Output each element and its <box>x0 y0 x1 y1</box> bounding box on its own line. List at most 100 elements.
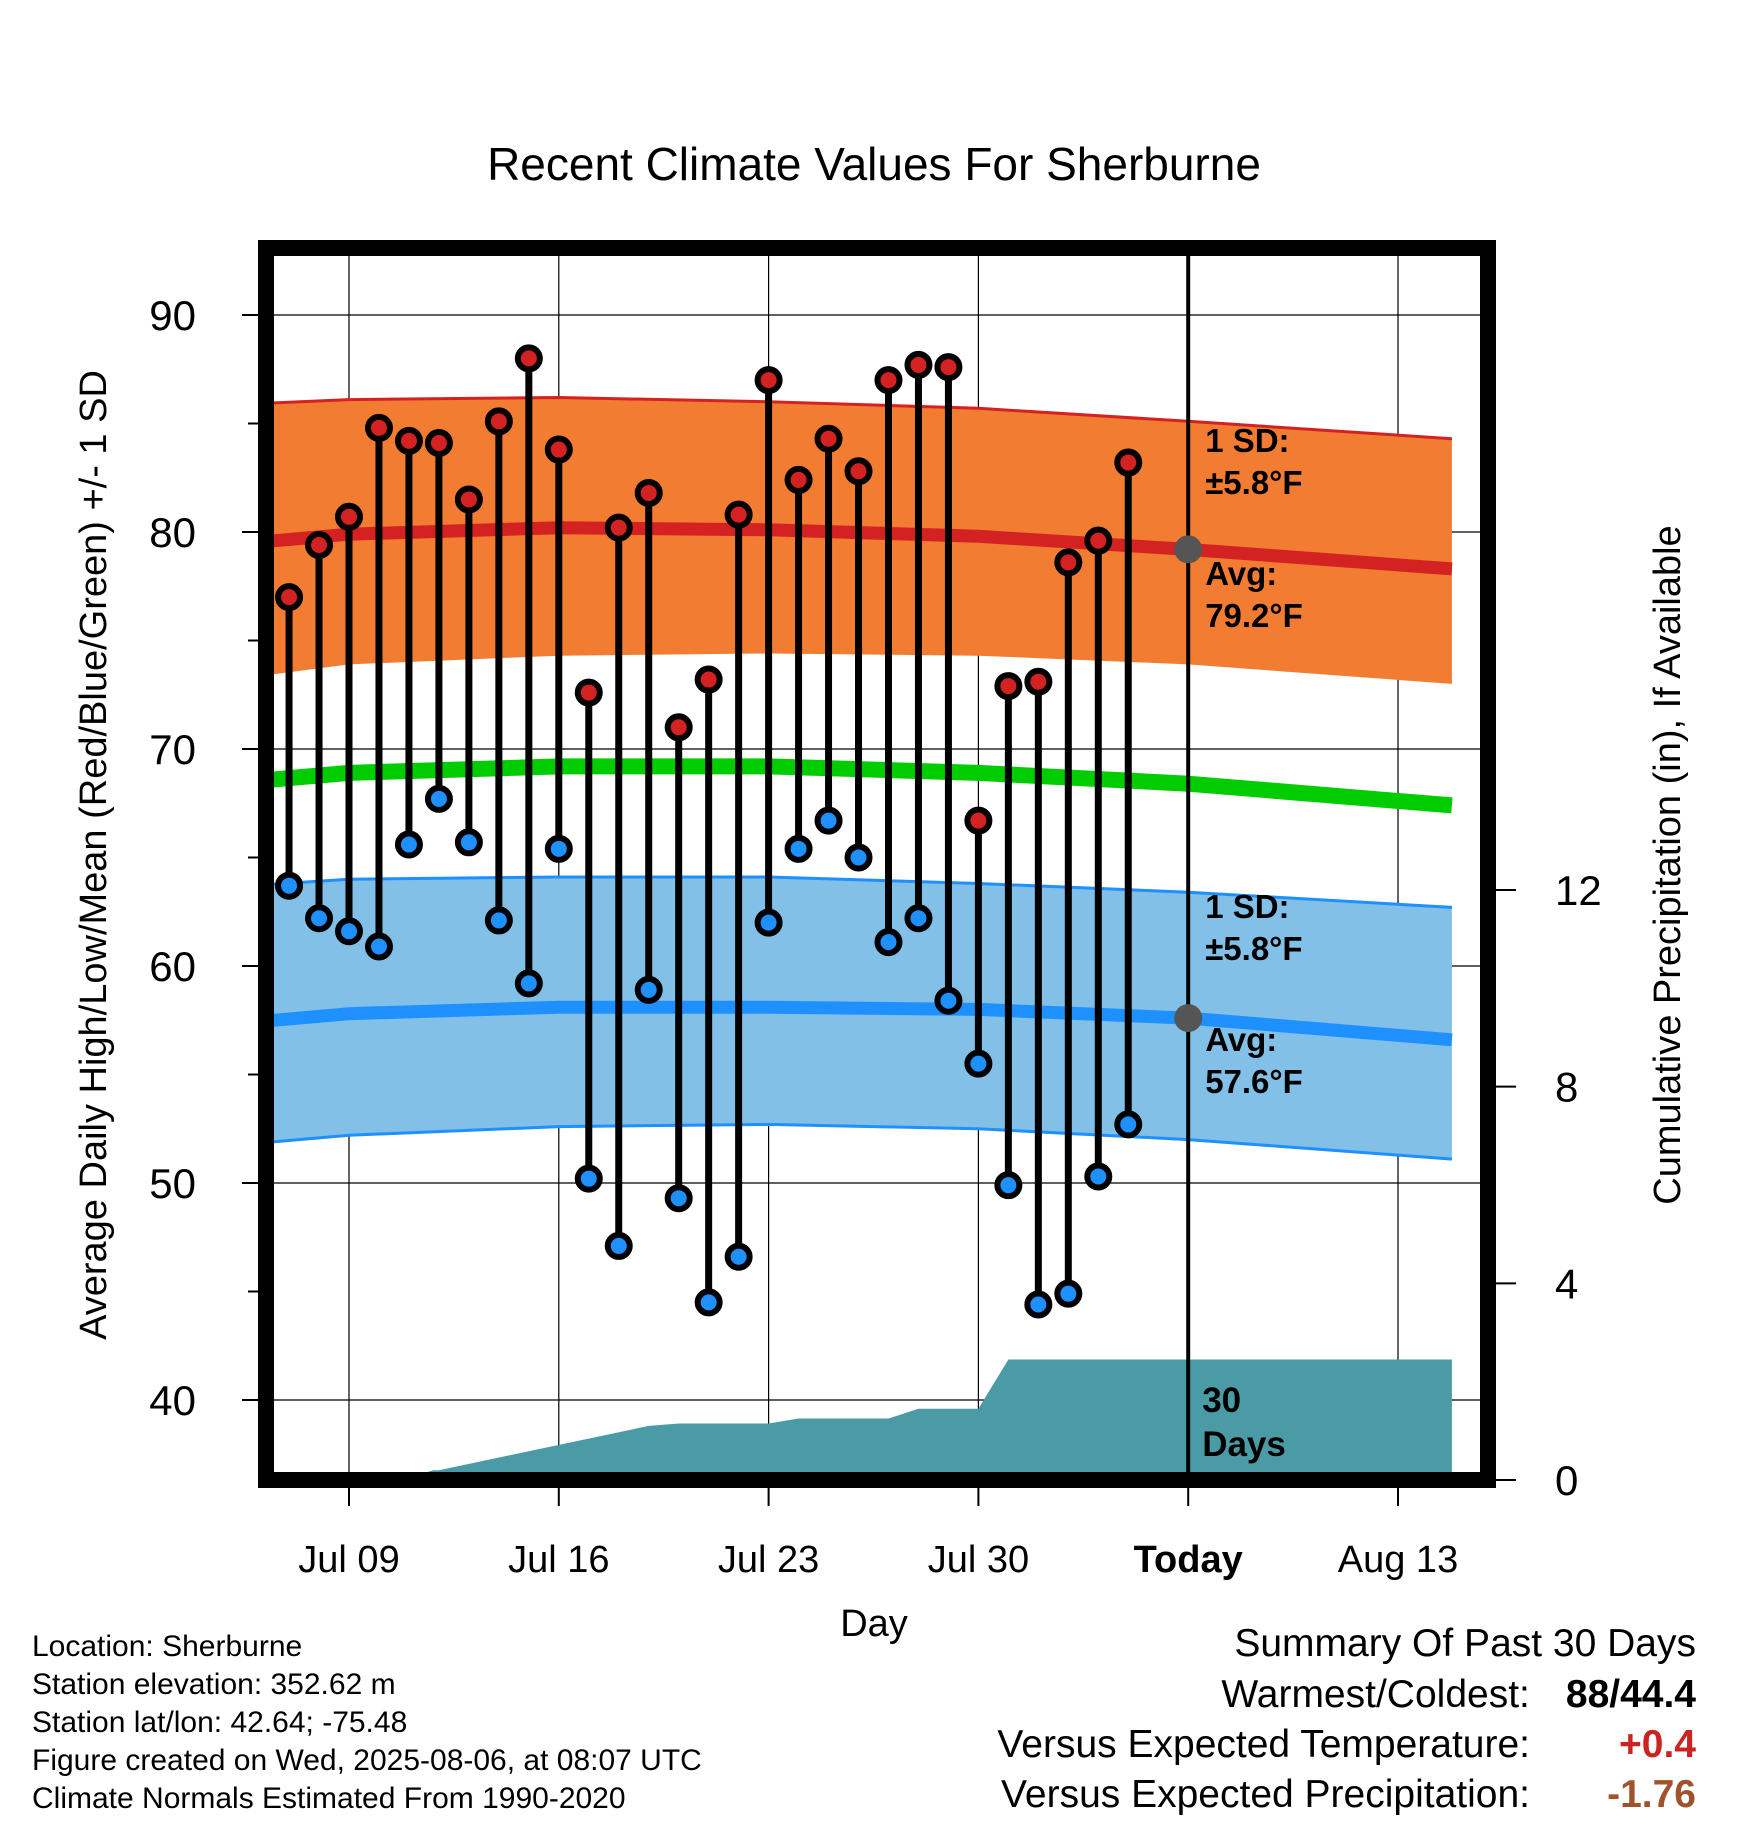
daily-low-point <box>1084 1162 1113 1191</box>
daily-high-point <box>604 513 633 542</box>
daily-high-point <box>574 678 603 707</box>
daily-high-point <box>275 583 304 612</box>
latlon-text: Station lat/lon: 42.64; -75.48 <box>32 1706 408 1739</box>
daily-low-point <box>934 986 963 1015</box>
daily-high-point <box>694 665 723 694</box>
daily-high-point <box>994 672 1023 701</box>
precip-area <box>319 1359 1452 1480</box>
y-axis-label: Average Daily High/Low/Mean (Red/Blue/Gr… <box>73 370 115 1340</box>
daily-low-point <box>335 917 363 946</box>
daily-low-point <box>305 904 334 933</box>
daily-high-point <box>724 500 753 529</box>
x-tick-label: Jul 09 <box>298 1539 399 1581</box>
daily-high-point <box>754 366 783 395</box>
daily-high-point <box>964 806 993 835</box>
daily-high-point <box>424 429 453 458</box>
normals-text: Climate Normals Estimated From 1990-2020 <box>32 1782 626 1815</box>
x-axis-label: Day <box>840 1603 908 1645</box>
daily-high-point <box>1114 448 1143 477</box>
y-tick-label: 50 <box>149 1160 196 1207</box>
y-tick-label: 90 <box>149 292 196 339</box>
daily-low-point <box>484 906 513 935</box>
plot-frame <box>258 240 1496 1488</box>
daily-high-point <box>394 426 423 455</box>
y-tick-label: 40 <box>149 1377 196 1424</box>
precip-label: Versus Expected Precipitation: <box>1001 1773 1530 1816</box>
daily-high-point <box>814 424 843 453</box>
daily-low-point <box>1054 1279 1083 1308</box>
x-tick-label: Today <box>1134 1539 1243 1581</box>
days-annotation: Days <box>1202 1425 1286 1464</box>
high-avg-annotation: Avg: <box>1205 555 1277 592</box>
plot-area: 1 SD: ±5.8°F Avg: 79.2°F 1 SD: ±5.8°F Avg: 57.6… <box>149 240 1602 1581</box>
high-sd-annotation: ±5.8°F <box>1205 464 1302 501</box>
daily-low-point <box>964 1049 993 1078</box>
daily-high-point <box>844 457 873 486</box>
chart-title: Recent Climate Values For Sherburne <box>487 138 1261 190</box>
y-tick-label: 70 <box>149 726 196 773</box>
created-text: Figure created on Wed, 2025-08-06, at 08… <box>32 1744 702 1777</box>
precip-value: -1.76 <box>1607 1773 1696 1816</box>
x-tick-label: Aug 13 <box>1338 1539 1458 1581</box>
daily-low-point <box>784 834 813 863</box>
daily-low-point <box>904 904 933 933</box>
daily-high-point <box>1054 548 1083 577</box>
days-annotation: 30 <box>1202 1381 1241 1420</box>
location-text: Location: Sherburne <box>32 1630 303 1663</box>
summary-row-temp: Versus Expected Temperature: +0.4 <box>796 1720 1696 1770</box>
y-tick-label: 80 <box>149 509 196 556</box>
y-tick-label: 60 <box>149 943 196 990</box>
daily-low-point <box>544 834 573 863</box>
high-avg-annotation: 79.2°F <box>1205 597 1303 634</box>
daily-low-point <box>514 969 543 998</box>
x-tick-label: Jul 16 <box>508 1539 609 1581</box>
daily-low-point <box>814 806 843 835</box>
low-avg-annotation: Avg: <box>1205 1021 1277 1058</box>
low-sd-annotation: ±5.8°F <box>1205 930 1302 967</box>
today-high-avg-marker <box>1174 535 1203 564</box>
low-sd-band <box>266 877 1452 1160</box>
daily-low-point <box>394 830 423 859</box>
daily-high-point <box>1084 526 1113 555</box>
daily-low-point <box>574 1164 603 1193</box>
summary-title: Summary Of Past 30 Days <box>1234 1622 1696 1665</box>
daily-low-point <box>664 1184 693 1213</box>
daily-low-point <box>754 908 783 937</box>
y2-tick-label: 0 <box>1555 1457 1578 1504</box>
daily-low-point <box>275 871 304 900</box>
daily-high-point <box>934 353 963 382</box>
y2-tick-label: 8 <box>1555 1064 1578 1111</box>
daily-high-point <box>1024 667 1053 696</box>
high-sd-annotation: 1 SD: <box>1205 422 1289 459</box>
daily-high-point <box>904 350 933 379</box>
daily-low-point <box>724 1242 753 1271</box>
daily-high-point <box>784 465 813 494</box>
daily-low-point <box>1024 1290 1053 1319</box>
station-info: Location: Sherburne Station elevation: 3… <box>32 1628 702 1818</box>
daily-low-point <box>454 828 483 857</box>
daily-high-point <box>544 435 573 464</box>
summary-panel: Summary Of Past 30 Days Warmest/Coldest:… <box>796 1618 1696 1820</box>
daily-high-point <box>335 502 363 531</box>
daily-high-point <box>514 344 543 373</box>
plot-inner: 1 SD: ±5.8°F Avg: 79.2°F 1 SD: ±5.8°F Avg: 57.6… <box>266 248 1488 1480</box>
daily-low-point <box>844 843 873 872</box>
low-avg-annotation: 57.6°F <box>1205 1063 1303 1100</box>
x-tick-label: Jul 30 <box>928 1539 1029 1581</box>
daily-low-point <box>994 1171 1023 1200</box>
y2-tick-label: 4 <box>1555 1260 1578 1307</box>
low-sd-annotation: 1 SD: <box>1205 888 1289 925</box>
temp-value: +0.4 <box>1619 1723 1696 1766</box>
daily-high-point <box>305 531 334 560</box>
daily-high-point <box>484 407 513 436</box>
daily-high-point <box>874 366 903 395</box>
today-low-avg-marker <box>1174 1004 1203 1033</box>
daily-low-point <box>424 784 453 813</box>
warmest-value: 88/44.4 <box>1565 1673 1696 1716</box>
daily-low-point <box>604 1231 633 1260</box>
daily-low-point <box>364 932 393 961</box>
daily-high-point <box>634 478 663 507</box>
temp-label: Versus Expected Temperature: <box>997 1723 1530 1766</box>
summary-row-precip: Versus Expected Precipitation: -1.76 <box>796 1770 1696 1820</box>
